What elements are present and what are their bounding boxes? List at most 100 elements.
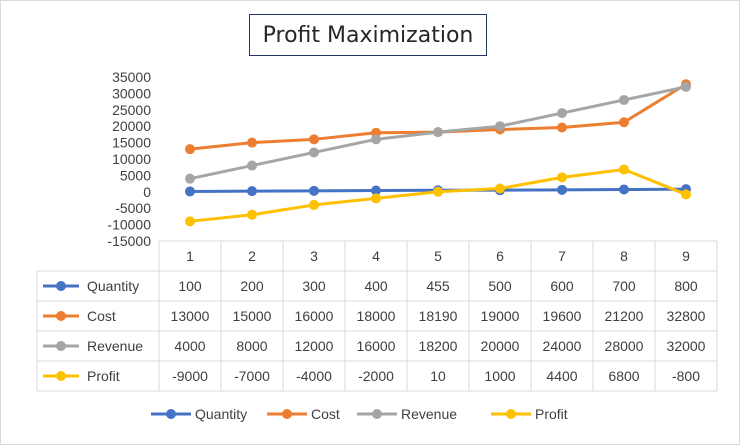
table-cell-value: -7000 xyxy=(234,368,270,384)
category-label: 7 xyxy=(558,248,566,264)
legend-label: Profit xyxy=(535,406,568,422)
data-point-revenue xyxy=(247,160,257,171)
table-cell-value: 16000 xyxy=(295,308,334,324)
data-point-revenue xyxy=(371,134,381,145)
legend-label: Cost xyxy=(311,406,340,422)
data-point-quantity xyxy=(309,185,319,196)
data-point-profit xyxy=(495,183,505,194)
table-cell-value: 18000 xyxy=(357,308,396,324)
table-cell-value: 19000 xyxy=(481,308,520,324)
data-point-revenue xyxy=(557,108,567,119)
table-series-label: Revenue xyxy=(87,338,143,354)
data-point-revenue xyxy=(681,81,691,92)
table-cell-value: 15000 xyxy=(233,308,272,324)
table-cell-value: 18200 xyxy=(419,338,458,354)
table-cell-value: 8000 xyxy=(236,338,267,354)
data-point-profit xyxy=(185,216,195,227)
table-legend-key-marker xyxy=(56,311,66,321)
table-cell-value: 800 xyxy=(674,278,698,294)
data-point-revenue xyxy=(185,173,195,184)
y-tick-label: 35000 xyxy=(112,69,151,85)
category-label: 2 xyxy=(248,248,256,264)
table-cell-value: 16000 xyxy=(357,338,396,354)
table-legend-key-marker xyxy=(56,371,66,381)
chart-title-box: Profit Maximization xyxy=(249,14,487,56)
y-tick-label: 15000 xyxy=(112,135,151,151)
y-tick-label: 20000 xyxy=(112,118,151,134)
data-point-revenue xyxy=(619,94,629,105)
y-tick-label: -5000 xyxy=(115,200,151,216)
table-cell-value: 24000 xyxy=(543,338,582,354)
data-point-revenue xyxy=(309,147,319,158)
table-cell-value: 455 xyxy=(426,278,450,294)
data-point-profit xyxy=(619,164,629,175)
data-point-profit xyxy=(309,199,319,210)
data-point-quantity xyxy=(557,184,567,195)
series-line-cost xyxy=(189,82,687,151)
table-cell-value: 28000 xyxy=(605,338,644,354)
table-cell-value: 100 xyxy=(178,278,202,294)
data-point-profit xyxy=(371,193,381,204)
table-cell-value: 20000 xyxy=(481,338,520,354)
table-cell-value: 600 xyxy=(550,278,574,294)
table-cell-value: -2000 xyxy=(358,368,394,384)
data-point-profit xyxy=(247,209,257,220)
legend-key-marker xyxy=(372,409,382,419)
table-cell-value: 700 xyxy=(612,278,636,294)
table-cell-value: 10 xyxy=(430,368,446,384)
data-point-cost xyxy=(557,122,567,133)
table-cell-value: 400 xyxy=(364,278,388,294)
y-tick-label: 30000 xyxy=(112,85,151,101)
y-tick-label: -10000 xyxy=(107,217,151,233)
table-cell-value: 21200 xyxy=(605,308,644,324)
category-label: 9 xyxy=(682,248,690,264)
chart-title: Profit Maximization xyxy=(262,22,474,48)
table-cell-value: 6800 xyxy=(608,368,639,384)
legend-key-marker xyxy=(506,409,516,419)
table-legend-key-marker xyxy=(56,281,66,291)
table-cell-value: 32000 xyxy=(667,338,706,354)
y-tick-label: 10000 xyxy=(112,151,151,167)
data-point-quantity xyxy=(371,185,381,196)
table-cell-value: 4000 xyxy=(174,338,205,354)
table-cell-value: 200 xyxy=(240,278,264,294)
table-series-label: Cost xyxy=(87,308,116,324)
category-label: 8 xyxy=(620,248,628,264)
data-point-cost xyxy=(619,117,629,128)
table-cell-value: 1000 xyxy=(484,368,515,384)
table-cell-value: 4400 xyxy=(546,368,577,384)
legend-key-marker xyxy=(282,409,292,419)
table-cell-value: 500 xyxy=(488,278,512,294)
data-point-quantity xyxy=(185,186,195,197)
table-cell-value: 13000 xyxy=(171,308,210,324)
legend-label: Revenue xyxy=(401,406,457,422)
data-point-profit xyxy=(681,189,691,200)
data-point-profit xyxy=(557,172,567,183)
data-point-profit xyxy=(433,186,443,197)
table-cell-value: 12000 xyxy=(295,338,334,354)
table-cell-value: 18190 xyxy=(419,308,458,324)
data-point-revenue xyxy=(433,127,443,138)
table-series-label: Quantity xyxy=(87,278,139,294)
table-series-label: Profit xyxy=(87,368,120,384)
data-point-cost xyxy=(247,137,257,148)
data-point-revenue xyxy=(495,121,505,132)
table-cell-value: -800 xyxy=(672,368,700,384)
table-cell-value: -9000 xyxy=(172,368,208,384)
table-cell-value: 32800 xyxy=(667,308,706,324)
category-label: 3 xyxy=(310,248,318,264)
category-label: 4 xyxy=(372,248,380,264)
table-cell-value: 300 xyxy=(302,278,326,294)
table-cell-value: 19600 xyxy=(543,308,582,324)
data-point-quantity xyxy=(247,186,257,197)
legend-key-marker xyxy=(166,409,176,419)
table-legend-key-marker xyxy=(56,341,66,351)
y-tick-label: -15000 xyxy=(107,233,151,249)
y-tick-label: 5000 xyxy=(120,167,151,183)
category-label: 6 xyxy=(496,248,504,264)
table-cell-value: -4000 xyxy=(296,368,332,384)
data-point-quantity xyxy=(619,184,629,195)
category-label: 1 xyxy=(186,248,194,264)
